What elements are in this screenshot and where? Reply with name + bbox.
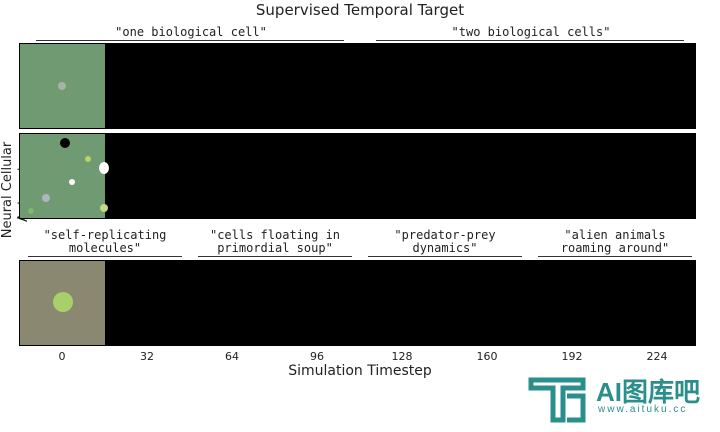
x-tick: 0	[58, 350, 66, 363]
frame-timestep-0	[20, 44, 105, 128]
caption-underline	[368, 256, 522, 257]
figure-title: Supervised Temporal Target	[255, 1, 465, 19]
caption-underline	[198, 256, 352, 257]
caption-underline	[538, 256, 692, 257]
x-tick: 32	[140, 350, 154, 363]
caption-underline	[376, 40, 684, 41]
caption-predator-prey-dynamics: "predator-prey dynamics"	[394, 228, 496, 255]
caption-underline	[28, 256, 182, 257]
cell-dot	[60, 138, 70, 148]
simulation-panel-1	[19, 43, 696, 129]
watermark-logo-icon	[528, 377, 586, 423]
x-tick: 64	[225, 350, 239, 363]
cell-dot	[53, 292, 73, 312]
cell-dot	[100, 204, 108, 212]
frame-timestep-0	[20, 134, 109, 218]
caption-two-biological-cells: "two biological cells"	[451, 25, 611, 39]
simulation-panel-3	[19, 260, 696, 346]
watermark-url: www.aituku.cc	[598, 404, 688, 415]
x-tick: 192	[561, 350, 583, 363]
cell-dot	[42, 194, 50, 202]
x-tick: 96	[310, 350, 324, 363]
caption-self-replicating-molecules: "self-replicating molecules"	[43, 228, 167, 255]
cell-dot	[69, 179, 75, 185]
cell-dot	[28, 208, 34, 214]
frame-timestep-0	[20, 261, 105, 345]
caption-underline	[36, 40, 344, 41]
watermark-name: AI图库吧	[596, 377, 701, 407]
simulation-panel-2	[19, 133, 696, 219]
cell-dot	[85, 156, 91, 162]
cell-dot	[99, 162, 109, 174]
x-tick: 224	[646, 350, 668, 363]
caption-cells-floating-in-primordial-soup: "cells floating in primordial soup"	[209, 228, 341, 255]
x-tick: 128	[391, 350, 413, 363]
caption-alien-animals-roaming-around: "alien animals roaming around"	[560, 228, 670, 255]
caption-one-biological-cell: "one biological cell"	[115, 25, 267, 39]
x-axis-label: Simulation Timestep	[288, 363, 432, 379]
cell-dot	[58, 82, 66, 90]
x-tick: 160	[476, 350, 498, 363]
